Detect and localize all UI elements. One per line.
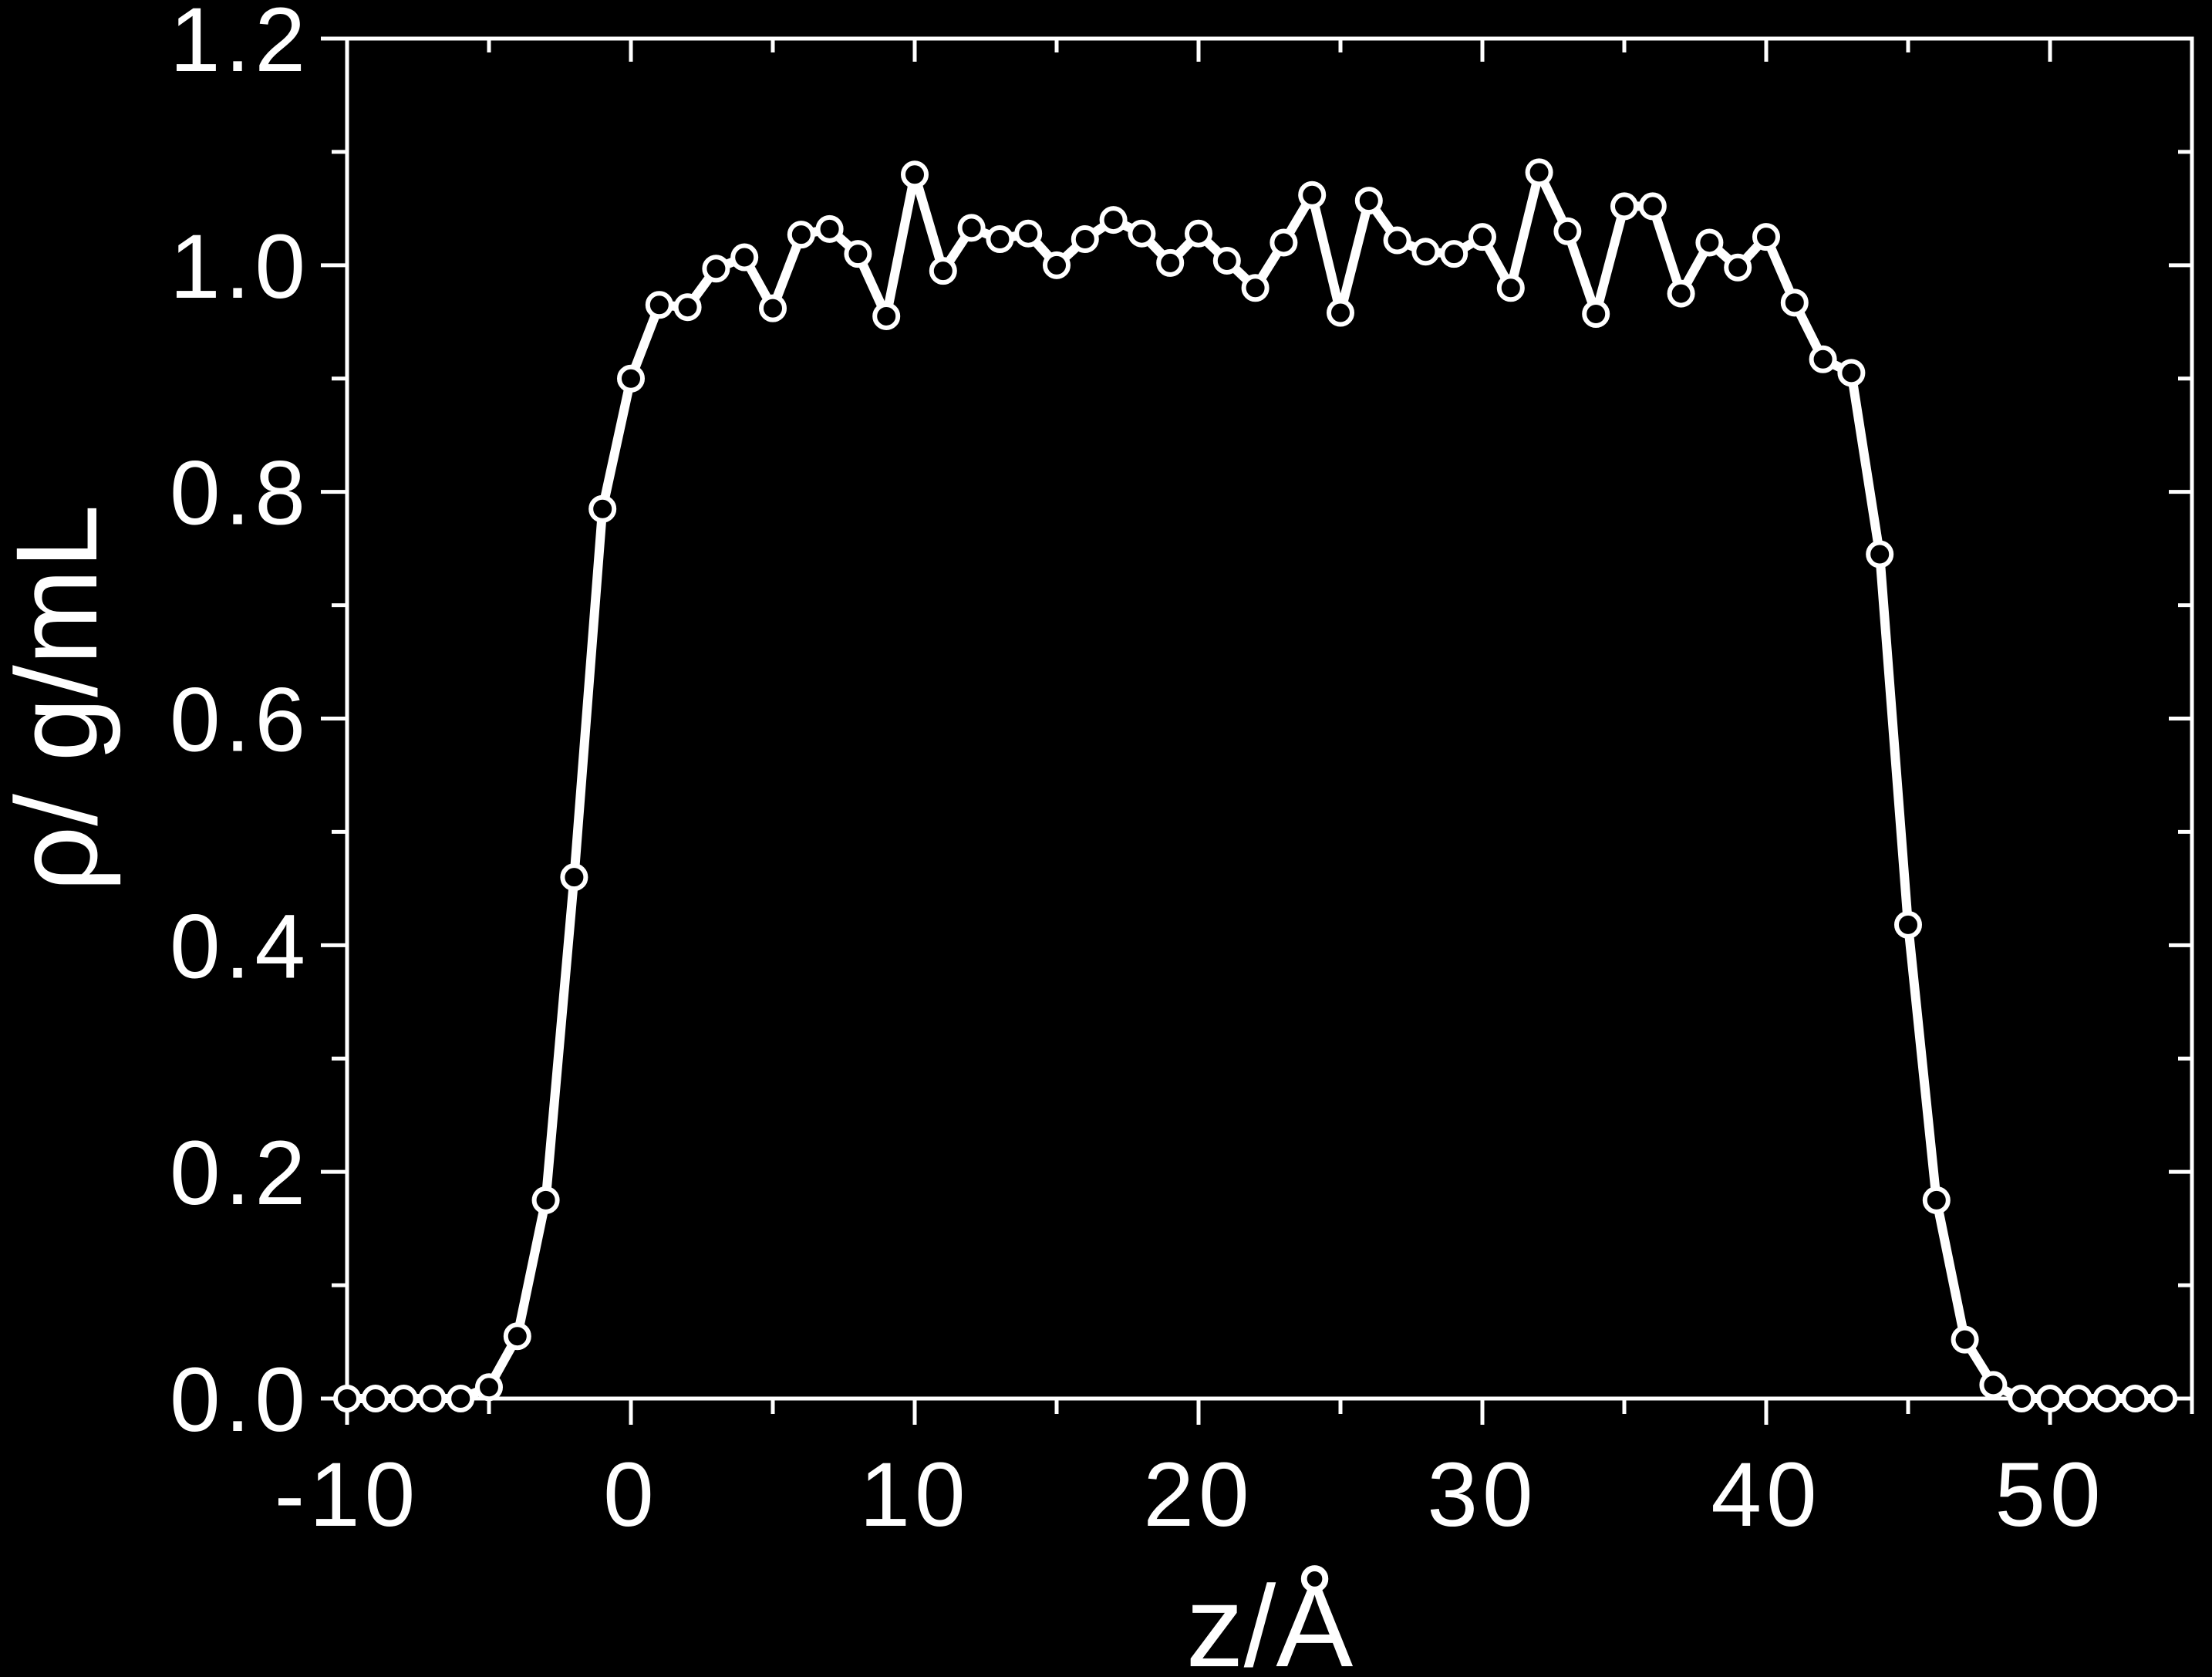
- data-point: [1156, 248, 1185, 277]
- y-tick-label: 0.2: [170, 1122, 310, 1224]
- data-point: [1610, 192, 1638, 221]
- data-point: [418, 1385, 447, 1412]
- data-point: [1582, 300, 1610, 329]
- data-point: [1099, 206, 1128, 235]
- data-point: [645, 291, 673, 319]
- data-point: [702, 255, 730, 283]
- y-tick-label: 1.2: [170, 0, 310, 91]
- data-point: [1866, 540, 1894, 569]
- data-point: [361, 1385, 389, 1412]
- data-point: [1298, 181, 1327, 209]
- x-tick-label: 20: [1143, 1444, 1253, 1546]
- data-point: [1411, 238, 1440, 266]
- data-point: [1979, 1371, 2008, 1399]
- data-point: [759, 294, 787, 322]
- data-point: [901, 160, 929, 189]
- data-point: [1327, 299, 1354, 327]
- x-tick-label: 0: [603, 1444, 659, 1546]
- data-point: [2064, 1385, 2092, 1412]
- x-tick-label: 40: [1711, 1444, 1821, 1546]
- x-axis-title: z/Å: [1186, 1561, 1354, 1677]
- data-point: [1922, 1186, 1951, 1214]
- data-point: [617, 364, 645, 393]
- data-point: [588, 494, 617, 523]
- data-point: [1553, 217, 1582, 245]
- data-point: [2150, 1385, 2178, 1412]
- data-point: [1270, 228, 1298, 257]
- x-tick-label: 30: [1427, 1444, 1537, 1546]
- data-point: [986, 225, 1014, 254]
- data-point: [730, 243, 759, 272]
- data-point: [503, 1322, 531, 1351]
- data-point: [2092, 1385, 2121, 1412]
- y-axis-ticks: [321, 36, 2192, 1401]
- y-axis-title: ρ/ g/mL: [0, 504, 121, 892]
- data-point: [1894, 910, 1922, 939]
- data-point: [1752, 223, 1780, 251]
- data-point: [872, 302, 901, 330]
- data-point: [1212, 246, 1241, 275]
- data-point: [531, 1186, 560, 1214]
- data-point: [1241, 274, 1270, 302]
- data-point: [2036, 1385, 2064, 1412]
- data-point: [1780, 288, 1809, 317]
- x-axis-tick-labels: -10 0 10 20 30 40 50: [275, 1444, 2105, 1546]
- data-point: [2008, 1385, 2036, 1412]
- data-point: [2121, 1385, 2150, 1412]
- data-point: [447, 1385, 475, 1412]
- data-point: [333, 1385, 361, 1412]
- y-tick-label: 1.0: [170, 216, 310, 318]
- data-point: [1468, 223, 1496, 251]
- data-point: [1440, 240, 1468, 268]
- data-point: [560, 863, 588, 892]
- data-point: [1525, 158, 1553, 187]
- data-point: [1383, 226, 1411, 255]
- data-point: [1496, 274, 1525, 302]
- x-axis-ticks: [345, 39, 2194, 1425]
- y-tick-label: 0.8: [170, 443, 310, 545]
- y-tick-label: 0.6: [170, 670, 310, 771]
- data-point: [475, 1373, 503, 1402]
- data-point: [1043, 251, 1071, 279]
- x-tick-label: -10: [275, 1444, 420, 1546]
- data-point: [1667, 279, 1695, 308]
- data-point: [1071, 225, 1099, 254]
- data-point: [957, 214, 986, 242]
- data-point: [1014, 219, 1043, 248]
- data-point: [1724, 253, 1752, 282]
- data-point: [1354, 187, 1383, 215]
- density-series-line: [347, 167, 2164, 1403]
- density-series-points: [333, 158, 2178, 1412]
- data-point: [929, 257, 957, 285]
- data-point: [1638, 192, 1667, 221]
- data-point: [389, 1385, 418, 1412]
- data-point: [1837, 359, 1866, 387]
- data-point: [1951, 1325, 1979, 1354]
- data-point: [1128, 219, 1156, 248]
- data-point: [787, 221, 815, 249]
- y-tick-label: 0.4: [170, 896, 310, 997]
- data-point: [1809, 345, 1837, 373]
- data-point: [1185, 219, 1212, 248]
- data-point: [1695, 228, 1724, 257]
- data-point: [844, 240, 872, 268]
- x-tick-label: 50: [1995, 1444, 2105, 1546]
- data-point: [673, 293, 702, 322]
- data-point: [815, 214, 844, 243]
- y-axis-tick-labels: 0.0 0.2 0.4 0.6 0.8 1.0 1.2: [170, 0, 310, 1451]
- plot-frame: [345, 36, 2194, 1401]
- y-tick-label: 0.0: [170, 1349, 310, 1451]
- x-tick-label: 10: [859, 1444, 969, 1546]
